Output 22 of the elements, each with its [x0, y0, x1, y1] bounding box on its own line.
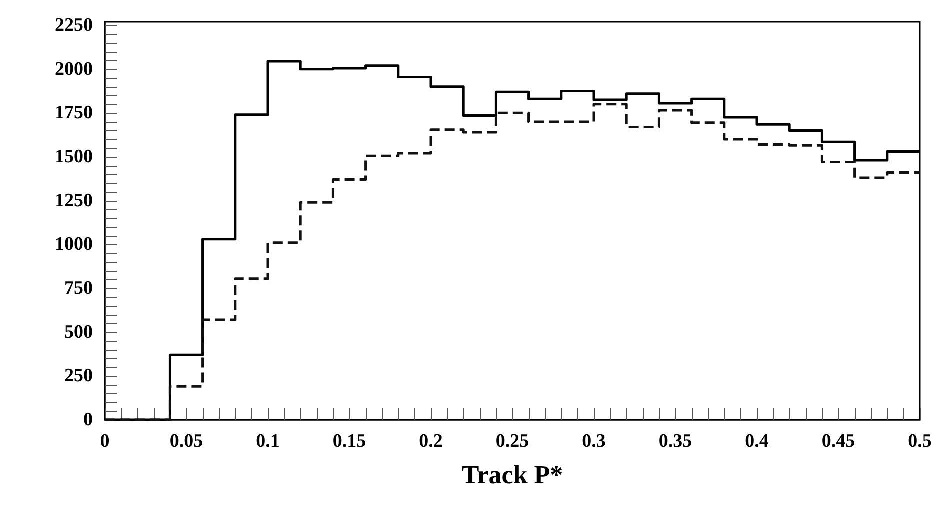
- x-tick-label: 0.15: [332, 431, 366, 452]
- y-tick-label: 500: [64, 322, 93, 343]
- x-tick-label: 0.05: [170, 431, 204, 452]
- x-tick-label: 0.4: [745, 431, 770, 452]
- x-tick-label: 0.5: [908, 431, 932, 452]
- y-tick-label: 2250: [55, 15, 93, 36]
- x-tick-label: 0.3: [582, 431, 606, 452]
- y-tick-label: 1000: [55, 234, 93, 256]
- x-tick-label: 0.25: [496, 431, 530, 452]
- y-tick-label: 1750: [55, 102, 93, 124]
- y-tick-label: 2000: [55, 58, 93, 80]
- y-tick-label: 750: [64, 278, 93, 299]
- x-tick-label: 0.45: [822, 431, 856, 452]
- y-tick-label: 250: [64, 366, 93, 387]
- y-tick-label: 1250: [55, 190, 93, 212]
- x-tick-label: 0.2: [419, 431, 443, 452]
- x-tick-label: 0.35: [658, 431, 692, 452]
- y-tick-label: 0: [84, 410, 93, 430]
- x-axis-title: Track P*: [462, 460, 564, 490]
- y-tick-label: 1500: [55, 146, 93, 168]
- x-tick-label: 0.1: [256, 431, 280, 452]
- x-tick-label: 0: [100, 431, 110, 452]
